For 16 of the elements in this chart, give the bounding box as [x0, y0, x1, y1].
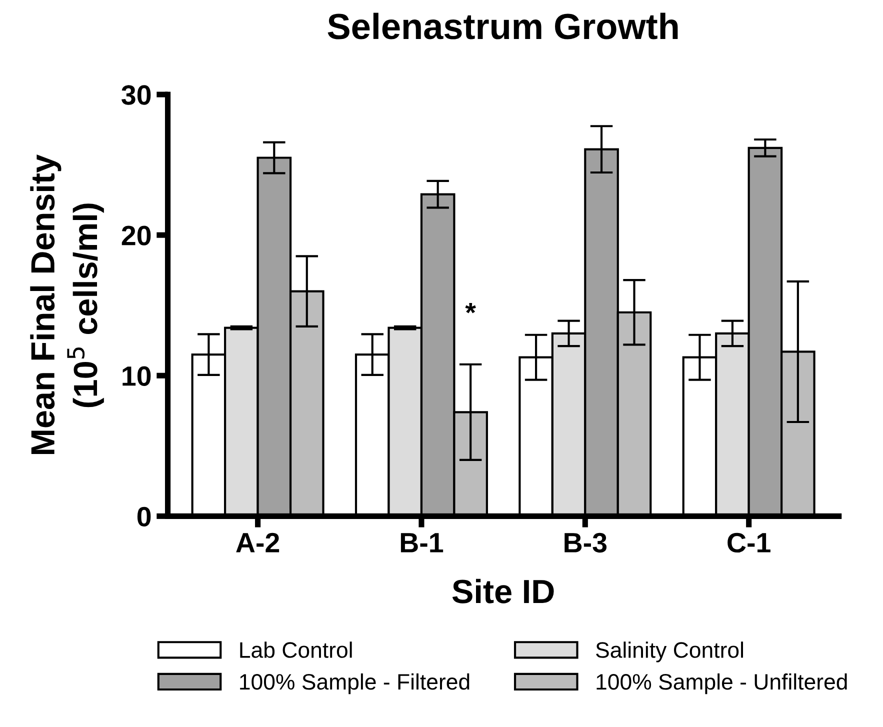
- x-axis-title: Site ID: [452, 578, 554, 604]
- annotation: *: [465, 302, 476, 314]
- y-tick-label: 30: [122, 85, 151, 105]
- y-axis-title: Mean Final Density (10$^{5}$ cells/ml): [30, 154, 104, 454]
- legend-label: Salinity Control: [596, 642, 743, 662]
- y-tick-label: 20: [122, 226, 151, 246]
- x-tick-label: C-1: [728, 532, 770, 553]
- legend-label: 100% Sample - Filtered: [240, 673, 470, 694]
- chart-title: Selenastrum Growth: [328, 12, 678, 40]
- y-tick-label: 10: [122, 366, 151, 386]
- x-tick-label: B-3: [564, 532, 607, 553]
- legend-label: 100% Sample - Unfiltered: [596, 673, 847, 694]
- x-tick-label: B-1: [400, 533, 444, 552]
- y-tick-label: 0: [137, 506, 151, 527]
- legend-label: Lab Control: [240, 642, 352, 658]
- x-tick-label: A-2: [236, 532, 280, 552]
